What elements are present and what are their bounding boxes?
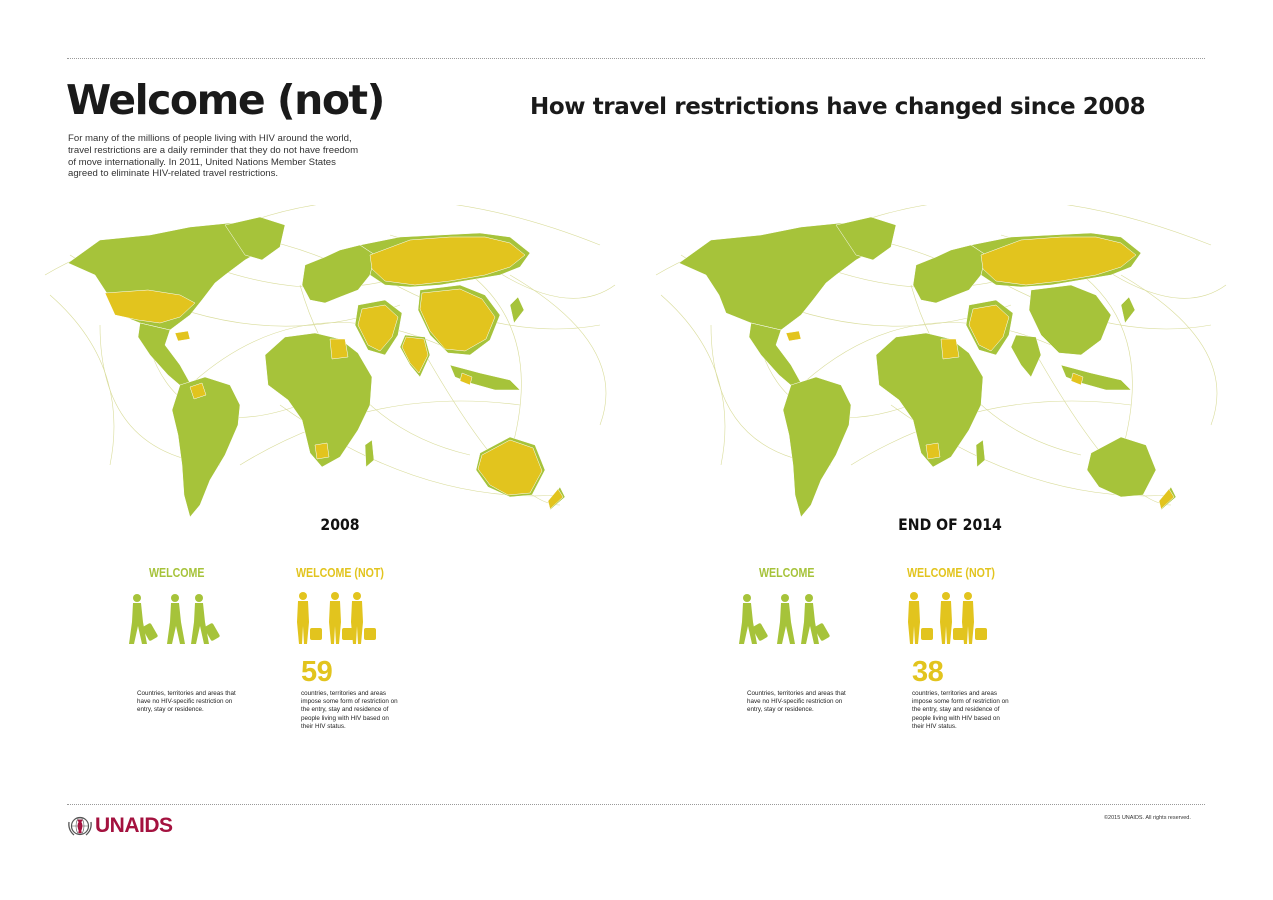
restricted-layer <box>785 236 1175 510</box>
restricted-china <box>419 288 496 352</box>
traveller-figure <box>191 594 220 644</box>
travellers-welcome-icon <box>739 594 830 644</box>
restricted-russia <box>369 236 526 286</box>
region-greenland <box>224 216 286 261</box>
restricted-egypt <box>329 338 349 360</box>
traveller-figure <box>167 594 185 644</box>
traveller-figure <box>940 592 965 644</box>
travel-arc <box>1120 274 1218 426</box>
restricted-count-2008: 59 <box>301 656 333 688</box>
travel-arc <box>850 205 1212 246</box>
traveller-figure <box>962 592 987 644</box>
travel-arc <box>49 294 115 466</box>
copyright-text: ©2015 UNAIDS. All rights reserved. <box>1104 815 1191 821</box>
restricted-new-zealand <box>1158 488 1175 510</box>
region-africa <box>875 332 984 468</box>
restricted-russia <box>980 236 1137 286</box>
world-map-2008 <box>44 205 616 518</box>
traveller-figure <box>801 594 830 644</box>
travel-arc <box>850 400 1132 466</box>
page-title: Welcome (not) <box>66 76 385 124</box>
region-north-america <box>678 222 892 331</box>
region-madagascar <box>975 439 986 468</box>
world-map-2014 <box>655 205 1227 518</box>
travel-arc <box>660 294 726 466</box>
restricted-southeast-asia <box>459 372 473 386</box>
region-china <box>1028 284 1112 356</box>
traveller-figure <box>297 592 322 644</box>
welcome-description-2014: Countries, territories and areas that ha… <box>747 690 846 714</box>
region-greenland <box>835 216 897 261</box>
restricted-usa <box>104 289 196 324</box>
traveller-figure <box>129 594 158 644</box>
travellers-welcome-not-icon <box>297 592 376 644</box>
legend-welcome-heading: WELCOME <box>149 566 205 580</box>
un-emblem-icon <box>68 816 92 836</box>
panel-label-2008: 2008 <box>320 515 360 534</box>
unaids-logo: UNAIDS <box>67 814 173 838</box>
top-divider <box>67 58 1205 59</box>
region-europe <box>912 244 987 304</box>
region-europe <box>301 244 376 304</box>
page-subtitle: How travel restrictions have changed sin… <box>530 94 1146 120</box>
logo-wordmark: UNAIDS <box>95 814 173 837</box>
travel-arc <box>239 205 601 246</box>
region-southeast-asia <box>1060 364 1132 391</box>
travellers-welcome-icon <box>129 594 220 644</box>
region-japan <box>1120 296 1136 324</box>
restricted-australia <box>477 439 543 496</box>
restricted-count-2014: 38 <box>912 656 944 688</box>
welcome-not-description-2008: countries, territories and areas impose … <box>301 690 398 730</box>
restricted-southern-africa <box>925 442 941 460</box>
welcome-description-2008: Countries, territories and areas that ha… <box>137 690 236 714</box>
welcome-not-description-2014: countries, territories and areas impose … <box>912 690 1009 730</box>
travellers-welcome-not-icon <box>908 592 987 644</box>
traveller-figure <box>777 594 795 644</box>
restricted-layer <box>104 236 564 510</box>
travel-arc <box>800 322 1052 386</box>
region-japan <box>509 296 525 324</box>
restricted-middle-east <box>357 304 399 352</box>
region-madagascar <box>364 439 375 468</box>
restricted-india <box>401 336 429 374</box>
region-southeast-asia <box>449 364 521 391</box>
restricted-southern-africa <box>314 442 330 460</box>
traveller-figure <box>908 592 933 644</box>
region-south-america <box>171 376 241 518</box>
region-india <box>1010 334 1042 378</box>
travel-arc <box>239 400 521 466</box>
region-australia <box>1086 436 1157 498</box>
panel-label-2014: END OF 2014 <box>898 515 1002 534</box>
restricted-middle-east <box>968 304 1010 352</box>
restricted-caribbean <box>785 330 802 342</box>
traveller-figure <box>329 592 354 644</box>
restricted-southeast-asia <box>1070 372 1084 386</box>
travel-arc <box>509 274 607 426</box>
restricted-egypt <box>940 338 960 360</box>
restricted-caribbean <box>174 330 191 342</box>
bottom-divider <box>67 804 1205 805</box>
region-south-america <box>782 376 852 518</box>
region-africa <box>264 332 373 468</box>
legend-welcome-not-heading: WELCOME (NOT) <box>296 566 384 580</box>
legend-welcome-not-heading: WELCOME (NOT) <box>907 566 995 580</box>
restricted-colombia <box>189 382 207 400</box>
legend-welcome-heading: WELCOME <box>759 566 815 580</box>
traveller-figure <box>351 592 376 644</box>
restricted-new-zealand <box>547 488 564 510</box>
traveller-figure <box>739 594 768 644</box>
intro-text: For many of the millions of people livin… <box>68 133 359 180</box>
travel-arc <box>189 322 441 386</box>
